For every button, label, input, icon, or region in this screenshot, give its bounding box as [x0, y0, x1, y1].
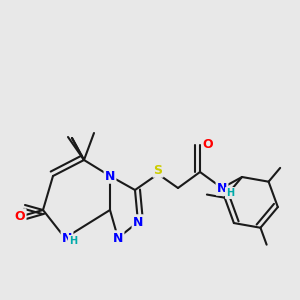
Text: O: O — [15, 209, 25, 223]
Text: O: O — [203, 139, 213, 152]
Text: N: N — [62, 232, 72, 244]
Text: H: H — [226, 188, 234, 198]
Text: N: N — [113, 232, 123, 244]
Text: N: N — [133, 215, 143, 229]
Text: S: S — [154, 164, 163, 176]
Text: N: N — [105, 169, 115, 182]
Text: N: N — [217, 182, 227, 194]
Text: H: H — [69, 236, 77, 246]
